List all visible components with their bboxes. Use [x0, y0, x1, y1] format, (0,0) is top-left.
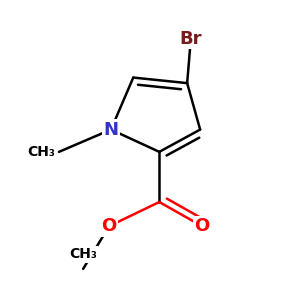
Text: N: N [103, 121, 118, 139]
Text: CH₃: CH₃ [27, 145, 55, 159]
Text: Br: Br [180, 29, 202, 47]
Text: O: O [101, 217, 117, 235]
Text: O: O [194, 217, 210, 235]
Text: CH₃: CH₃ [69, 248, 97, 262]
